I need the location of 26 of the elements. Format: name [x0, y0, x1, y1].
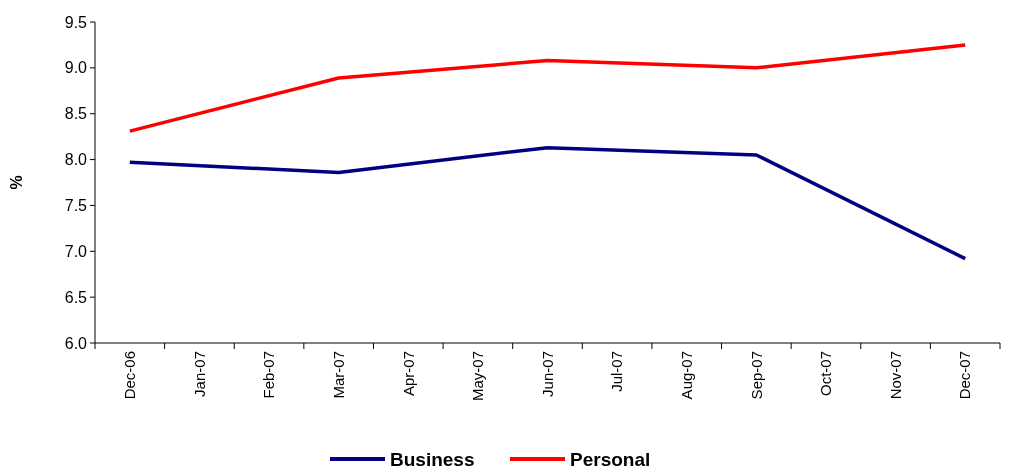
x-tick-label: Aug-07: [677, 351, 695, 400]
x-tick-label: Oct-07: [817, 351, 835, 397]
y-axis-title: %: [8, 175, 25, 190]
x-tick-label: Apr-07: [399, 351, 417, 397]
x-tick-label: Jul-07: [608, 351, 626, 392]
y-tick-label: 9.5: [64, 13, 88, 31]
x-tick-label: Feb-07: [260, 351, 278, 399]
x-tick-label: Jan-07: [190, 351, 208, 397]
x-tick-label: Mar-07: [329, 351, 347, 399]
legend-label: Business: [390, 448, 475, 469]
line-series: [128, 43, 967, 133]
x-tick-label: Dec-06: [121, 351, 139, 400]
y-tick-label: 8.0: [64, 151, 88, 169]
y-tick-label: 8.5: [64, 105, 88, 123]
y-tick-label: 9.0: [64, 59, 88, 77]
y-tick-label: 7.0: [64, 242, 88, 260]
x-tick-label: May-07: [469, 351, 487, 402]
y-tick-label: 7.5: [64, 197, 88, 215]
legend-label: Personal: [570, 448, 651, 469]
x-tick-label: Dec-07: [956, 351, 974, 400]
x-tick-label: Sep-07: [747, 351, 765, 400]
y-tick-label: 6.0: [64, 334, 88, 352]
line-series: [128, 145, 967, 261]
x-tick-label: Nov-07: [886, 351, 904, 400]
y-tick-label: 6.5: [64, 288, 88, 306]
x-tick-label: Jun-07: [538, 351, 556, 397]
